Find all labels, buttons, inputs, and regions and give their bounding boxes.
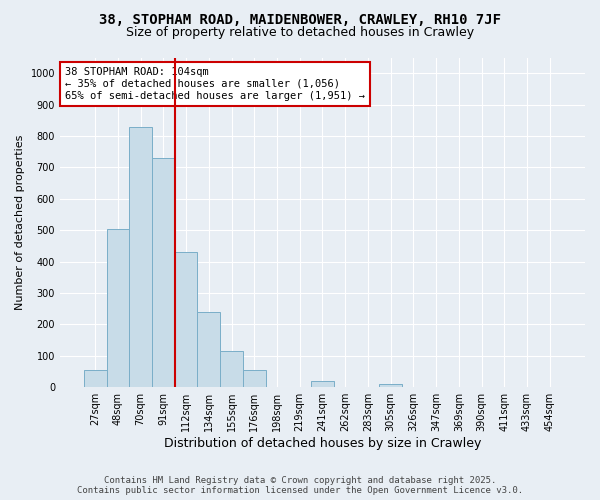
Bar	[379, 384, 402, 387]
Y-axis label: Number of detached properties: Number of detached properties	[15, 134, 25, 310]
Bar	[175, 252, 197, 387]
Bar	[197, 312, 220, 387]
Bar	[107, 228, 129, 387]
X-axis label: Distribution of detached houses by size in Crawley: Distribution of detached houses by size …	[164, 437, 481, 450]
Text: Size of property relative to detached houses in Crawley: Size of property relative to detached ho…	[126, 26, 474, 39]
Bar	[220, 351, 243, 387]
Bar	[311, 381, 334, 387]
Bar	[129, 126, 152, 387]
Bar	[84, 370, 107, 387]
Text: Contains HM Land Registry data © Crown copyright and database right 2025.
Contai: Contains HM Land Registry data © Crown c…	[77, 476, 523, 495]
Text: 38, STOPHAM ROAD, MAIDENBOWER, CRAWLEY, RH10 7JF: 38, STOPHAM ROAD, MAIDENBOWER, CRAWLEY, …	[99, 12, 501, 26]
Bar	[152, 158, 175, 387]
Bar	[243, 370, 266, 387]
Text: 38 STOPHAM ROAD: 104sqm
← 35% of detached houses are smaller (1,056)
65% of semi: 38 STOPHAM ROAD: 104sqm ← 35% of detache…	[65, 68, 365, 100]
